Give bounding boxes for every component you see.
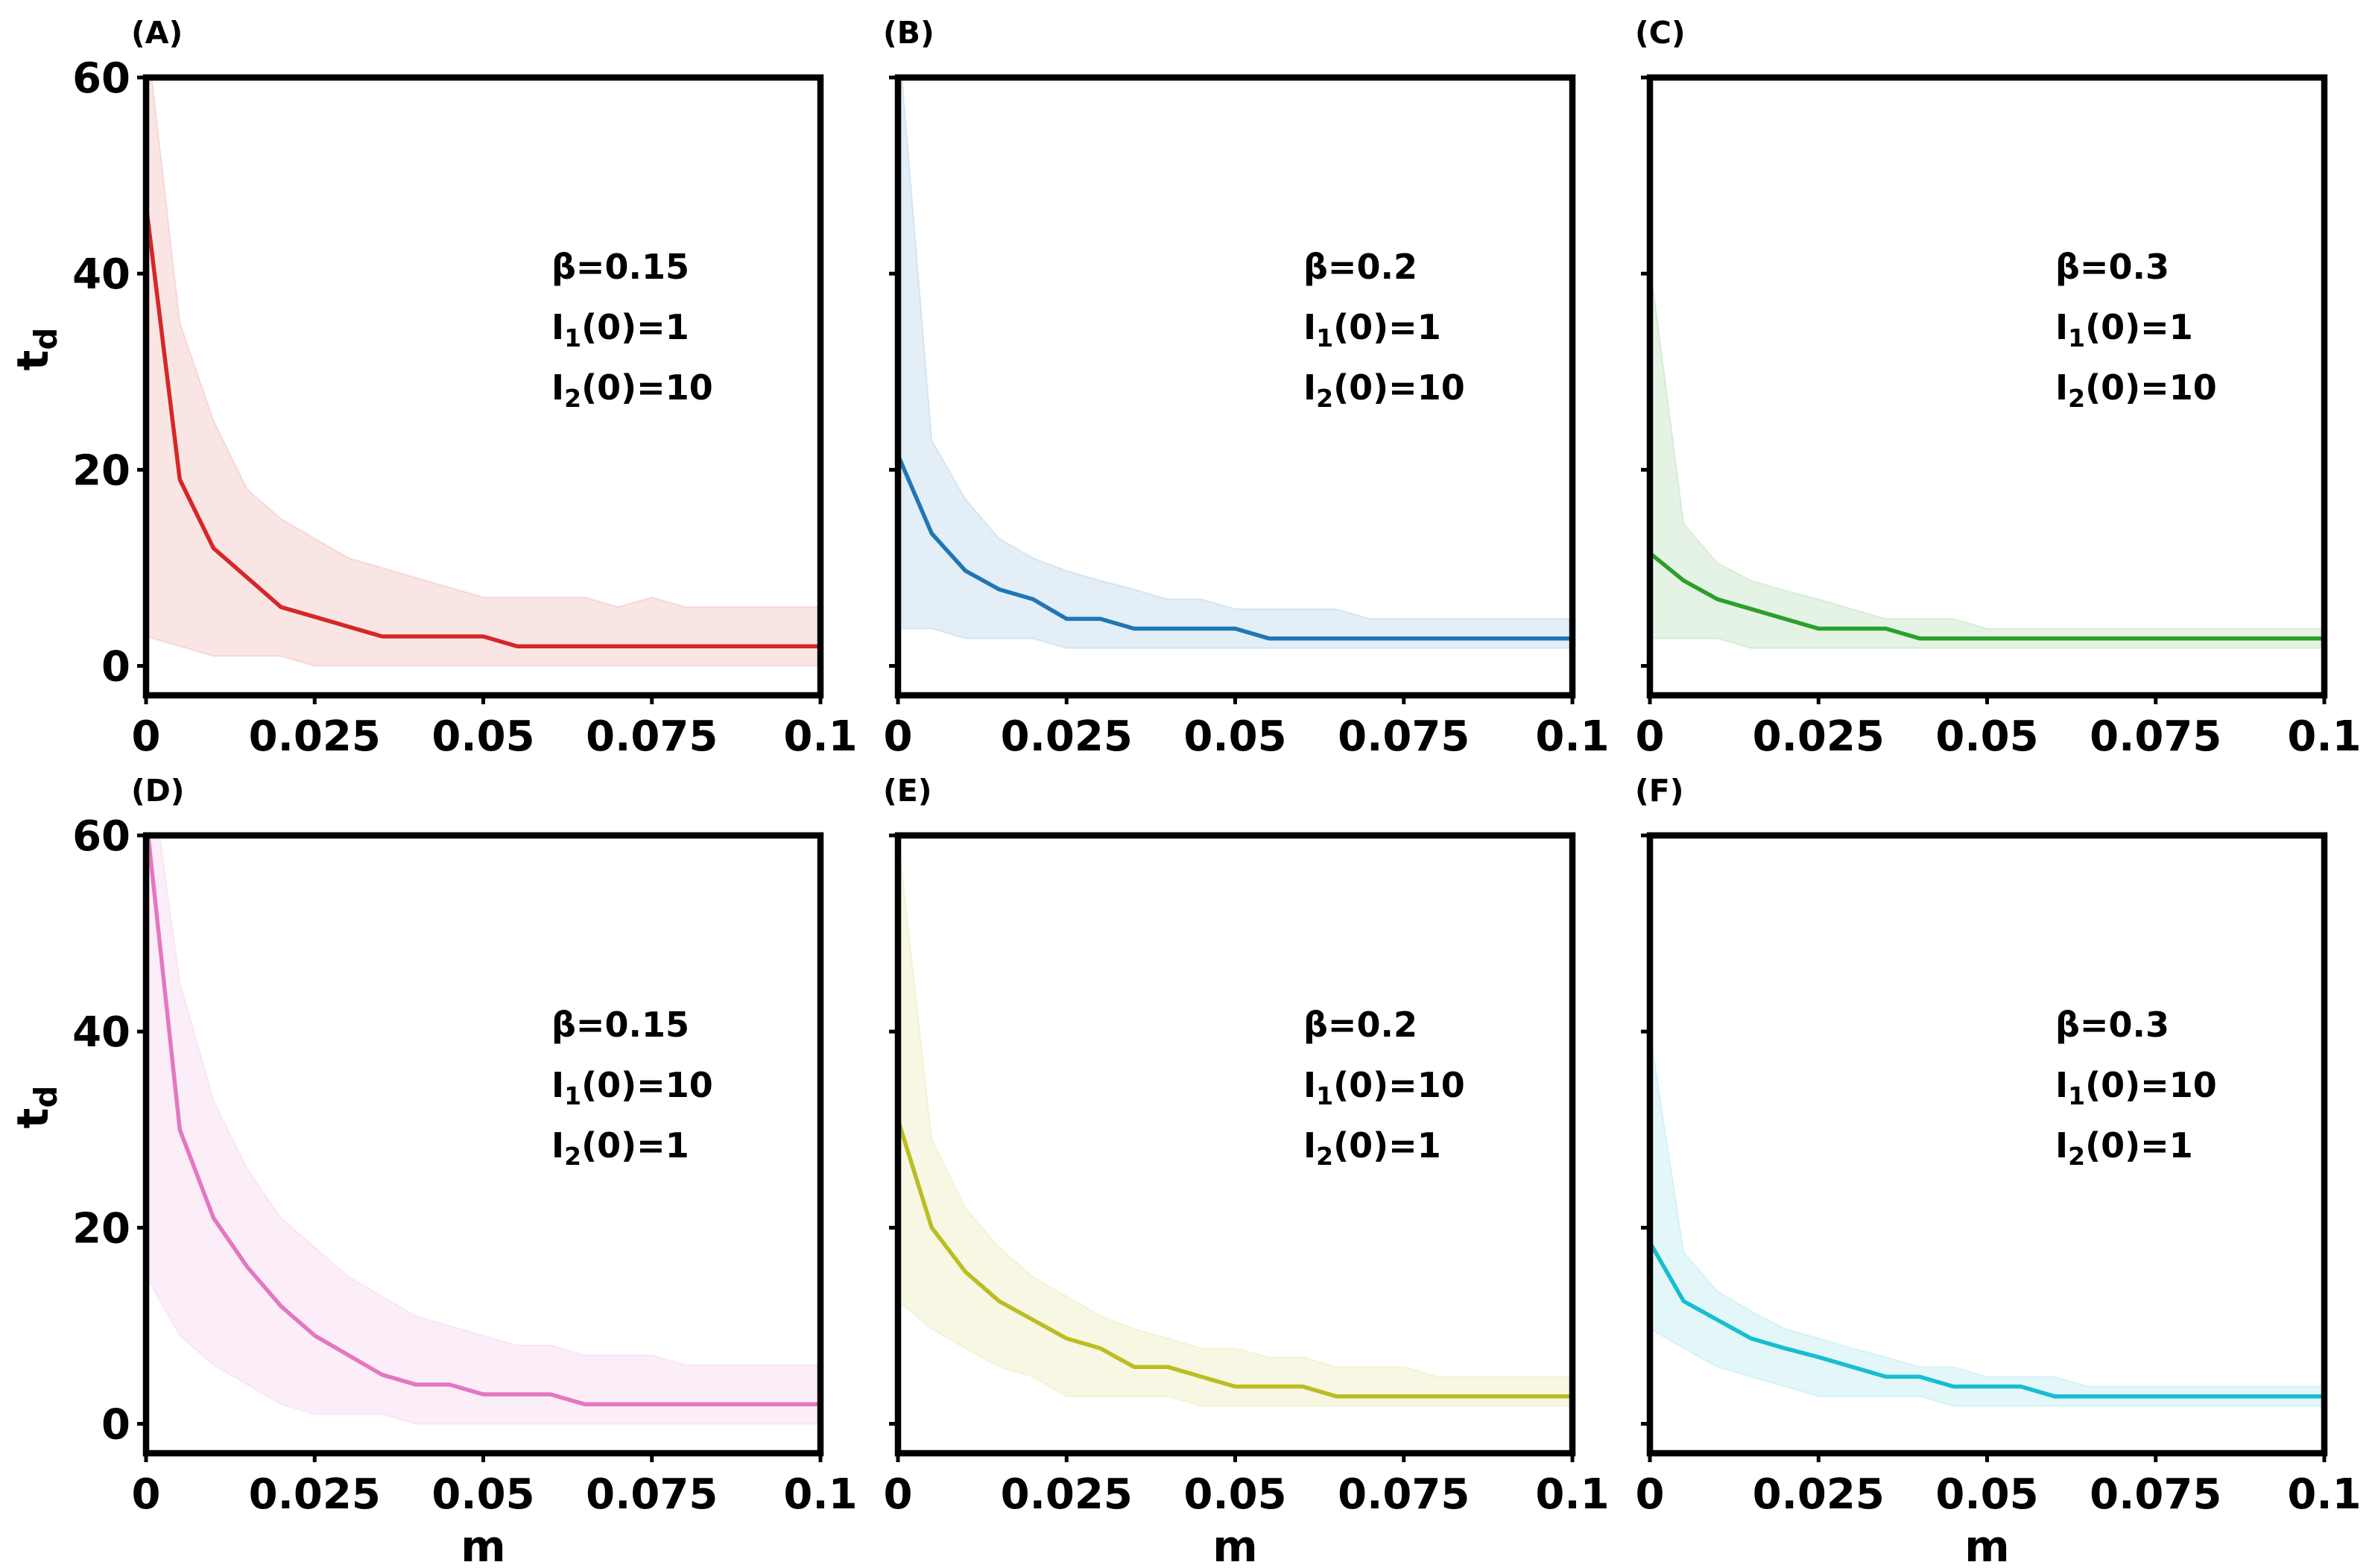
confidence-band — [146, 835, 820, 1425]
mean-line — [146, 835, 820, 1406]
x-tick-label: 0.1 — [783, 1470, 857, 1519]
confidence-band — [1650, 1031, 2324, 1407]
x-tick-label: 0.1 — [2287, 712, 2361, 761]
y-axis-label: td — [7, 1086, 64, 1129]
x-tick-label: 0.05 — [431, 1470, 534, 1519]
mean-line — [1650, 1241, 2324, 1399]
x-tick-label: 0.075 — [586, 1470, 718, 1519]
x-tick-label: 0.05 — [1935, 1470, 2038, 1519]
confidence-band — [898, 78, 1572, 649]
annotation-line: I1(0)=1 — [1303, 307, 1441, 353]
x-tick-label: 0.075 — [2090, 712, 2221, 761]
panel-label: (E) — [883, 773, 932, 809]
annotation-line: β=0.2 — [1303, 1005, 1417, 1045]
x-tick-label: 0.05 — [431, 712, 534, 761]
annotation-line: β=0.3 — [2055, 247, 2169, 287]
plot-area — [1650, 263, 2324, 649]
x-tick-label: 0.025 — [1753, 1470, 1885, 1519]
panel-label: (D) — [131, 773, 185, 809]
y-axis-label: td — [7, 328, 64, 371]
x-tick-label: 0 — [132, 712, 161, 761]
y-tick-label: 40 — [72, 250, 130, 299]
confidence-band — [1650, 263, 2324, 649]
x-axis-label: m — [1212, 1521, 1257, 1568]
x-tick-label: 0.025 — [249, 712, 381, 761]
mean-line — [898, 454, 1572, 641]
x-tick-label: 0.025 — [249, 1470, 381, 1519]
panel-label: (B) — [883, 15, 934, 51]
annotation-line: I1(0)=1 — [2055, 307, 2193, 353]
x-axis-label: m — [461, 1521, 505, 1568]
x-tick-label: 0.1 — [783, 712, 857, 761]
annotation-line: I1(0)=10 — [551, 1065, 713, 1110]
panel-label: (F) — [1635, 773, 1683, 809]
confidence-band — [898, 835, 1572, 1407]
x-tick-label: 0.025 — [1753, 712, 1885, 761]
x-tick-label: 0.05 — [1935, 712, 2038, 761]
annotation-line: I1(0)=1 — [551, 307, 689, 353]
confidence-band — [146, 78, 820, 667]
panel-label: (A) — [131, 15, 183, 51]
plot-area — [898, 78, 1572, 649]
x-tick-label: 0 — [132, 1470, 161, 1519]
annotation-line: β=0.15 — [551, 247, 689, 287]
panel-a: 0 0.025 0.05 0.075 0.1 0 20 40 60(A) β=0.15 I1(0)=… — [7, 15, 858, 761]
x-tick-label: 0.075 — [586, 712, 718, 761]
annotation-line: I1(0)=10 — [1303, 1065, 1465, 1110]
mean-line — [898, 1119, 1572, 1399]
annotation-line: β=0.15 — [551, 1005, 689, 1045]
panel-b: 0 0.025 0.05 0.075 0.1 (B) β=0.2 I1(0)=1 I2(0)=1… — [883, 15, 1610, 761]
annotation-line: β=0.3 — [2055, 1005, 2169, 1045]
plot-area — [146, 835, 820, 1425]
x-tick-label: 0 — [884, 1470, 913, 1519]
plot-area — [898, 835, 1572, 1407]
x-tick-label: 0.025 — [1001, 1470, 1133, 1519]
annotation-line: I2(0)=1 — [1303, 1125, 1441, 1171]
x-tick-label: 0.1 — [2287, 1470, 2361, 1519]
x-tick-label: 0.025 — [1001, 712, 1133, 761]
y-tick-label: 60 — [72, 812, 130, 861]
x-tick-label: 0 — [884, 712, 913, 761]
annotation-line: I2(0)=10 — [551, 367, 713, 413]
panel-e: 0 0.025 0.05 0.075 0.1 (E) β=0.2 I1(0)=10 I2(0)=… — [883, 773, 1610, 1568]
x-tick-label: 0 — [1636, 712, 1665, 761]
annotation-line: β=0.2 — [1303, 247, 1417, 287]
annotation-line: I1(0)=10 — [2055, 1065, 2217, 1110]
plot-area — [1650, 1031, 2324, 1407]
y-tick-label: 60 — [72, 54, 130, 103]
y-tick-label: 20 — [72, 446, 130, 495]
panel-d: 0 0.025 0.05 0.075 0.1 0 20 40 60(D) β=0.15 I1(0)=… — [7, 773, 858, 1568]
x-tick-label: 0.1 — [1535, 712, 1609, 761]
panel-label: (C) — [1635, 15, 1686, 51]
mean-line — [146, 204, 820, 648]
x-tick-label: 0 — [1636, 1470, 1665, 1519]
y-tick-label: 20 — [72, 1204, 130, 1253]
annotation-line: I2(0)=1 — [551, 1125, 689, 1171]
x-tick-label: 0.075 — [1338, 1470, 1470, 1519]
x-tick-label: 0.05 — [1183, 1470, 1286, 1519]
y-tick-label: 0 — [101, 643, 130, 692]
annotation-line: I2(0)=1 — [2055, 1125, 2193, 1171]
x-tick-label: 0.075 — [2090, 1470, 2221, 1519]
annotation-line: I2(0)=10 — [2055, 367, 2217, 413]
x-tick-label: 0.05 — [1183, 712, 1286, 761]
x-axis-label: m — [1964, 1521, 2009, 1568]
panel-f: 0 0.025 0.05 0.075 0.1 (F) β=0.3 I1(0)=10 I2(0)=… — [1635, 773, 2362, 1568]
panel-c: 0 0.025 0.05 0.075 0.1 (C) β=0.3 I1(0)=1 I2(0)=1… — [1635, 15, 2362, 761]
x-tick-label: 0.075 — [1338, 712, 1470, 761]
x-tick-label: 0.1 — [1535, 1470, 1609, 1519]
mean-line — [1650, 551, 2324, 641]
plot-area — [146, 78, 820, 667]
y-tick-label: 40 — [72, 1008, 130, 1057]
y-tick-label: 0 — [101, 1401, 130, 1450]
annotation-line: I2(0)=10 — [1303, 367, 1465, 413]
